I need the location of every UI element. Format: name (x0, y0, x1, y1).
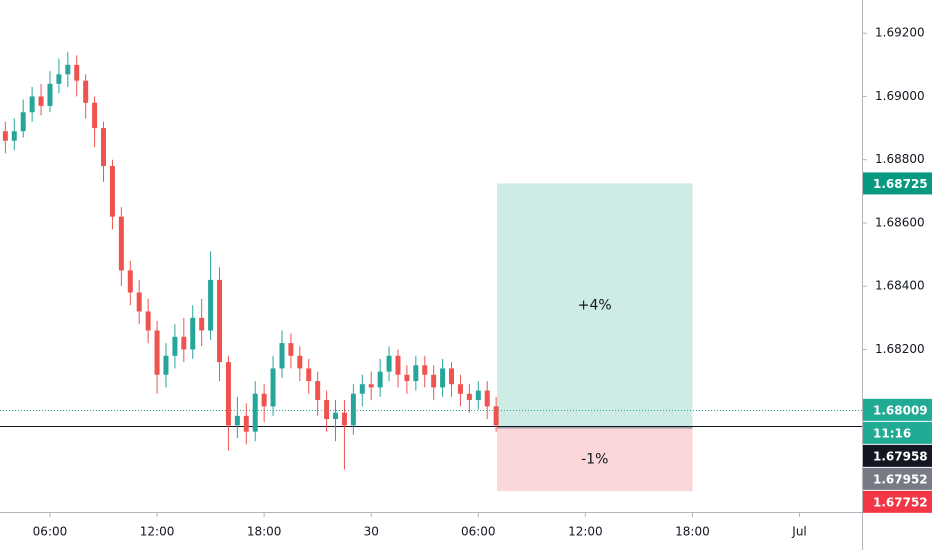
y-tick-label: 1.68200 (875, 342, 925, 356)
candle-body (422, 365, 428, 375)
price-label-box (863, 172, 932, 195)
x-tick-label: 12:00 (140, 525, 175, 539)
candle-body (74, 64, 80, 81)
candle-body (65, 64, 71, 75)
stop-label: -1% (581, 452, 608, 468)
candle-body (297, 355, 303, 369)
price-label-box (863, 444, 932, 467)
x-tick-label: 18:00 (247, 525, 282, 539)
x-tick-label: 12:00 (568, 525, 603, 539)
candle-body (359, 384, 365, 394)
candle-body (92, 102, 98, 129)
stop-zone (497, 427, 693, 492)
candle-body (270, 368, 276, 407)
price-label-box (863, 490, 932, 513)
candle-body (11, 131, 17, 141)
candle-body (56, 74, 62, 84)
candle-body (47, 83, 53, 106)
y-tick-label: 1.68800 (875, 152, 925, 166)
candle-body (431, 374, 437, 388)
candle-body (324, 400, 330, 420)
y-tick-label: 1.68600 (875, 215, 925, 229)
x-tick-label: 06:00 (33, 525, 68, 539)
candle-body (217, 279, 223, 363)
candle-body (190, 317, 196, 350)
candle-body (333, 412, 339, 420)
y-tick-label: 1.69200 (875, 26, 925, 40)
candle-body (208, 279, 214, 331)
candle-body (243, 415, 249, 432)
candle-body (181, 336, 187, 350)
candle-body (440, 368, 446, 388)
candle-body (136, 292, 142, 312)
price-label-box (863, 467, 932, 490)
candle-body (234, 415, 240, 426)
candle-body (127, 270, 133, 293)
price-label-box (863, 398, 932, 421)
candle-body (288, 343, 294, 356)
candle-body (20, 112, 26, 132)
candle-body (154, 330, 160, 375)
candle-body (341, 412, 347, 426)
price-label: 1.67958 (873, 449, 928, 463)
price-label: 1.68009 (873, 403, 928, 417)
price-label: 1.68725 (873, 177, 928, 191)
price-label: 1.67952 (873, 472, 928, 486)
candle-body (145, 311, 151, 331)
candle-body (466, 393, 472, 401)
y-tick-label: 1.68400 (875, 279, 925, 293)
candle-body (101, 128, 107, 167)
candle-body (83, 80, 89, 103)
candle-body (29, 96, 35, 113)
candle-body (350, 393, 356, 426)
target-label: +4% (578, 298, 612, 314)
candle-body (404, 374, 410, 382)
candle-body (475, 390, 481, 401)
x-tick-label: 18:00 (675, 525, 710, 539)
candle-body (368, 384, 374, 388)
candle-body (279, 343, 285, 369)
candle-body (449, 368, 455, 385)
countdown-label: 11:16 (873, 426, 911, 440)
candle-body (413, 365, 419, 382)
x-tick-label: Jul (791, 525, 806, 539)
countdown-label-box (863, 421, 932, 444)
candle-body (315, 381, 321, 401)
target-zone (497, 183, 693, 428)
x-tick-label: 06:00 (461, 525, 496, 539)
candle-body (38, 96, 44, 106)
price-label: 1.67752 (873, 495, 928, 509)
candle-body (386, 355, 392, 372)
y-tick-label: 1.69000 (875, 89, 925, 103)
candle-body (484, 390, 490, 407)
candle-body (225, 362, 231, 426)
x-tick-label: 30 (364, 525, 379, 539)
candle-body (109, 166, 115, 217)
candle-body (172, 336, 178, 356)
candle-body (252, 393, 258, 432)
candle-body (457, 384, 463, 394)
candle-body (306, 368, 312, 382)
candle-body (377, 371, 383, 388)
candle-body (199, 317, 205, 331)
candle-body (118, 216, 124, 271)
candle-body (395, 355, 401, 375)
candle-body (493, 406, 499, 426)
candle-body (261, 393, 267, 407)
candle-body (2, 131, 8, 141)
candle-body (163, 355, 169, 375)
